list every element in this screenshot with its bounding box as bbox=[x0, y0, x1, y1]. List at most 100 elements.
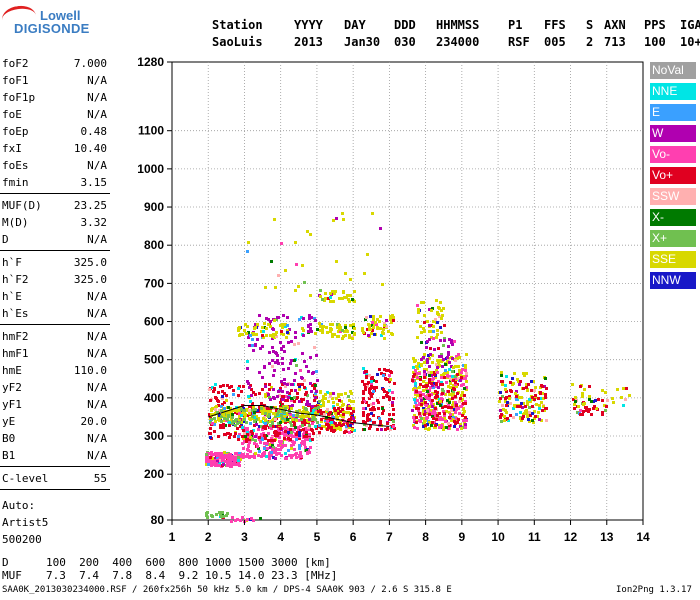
echo-point bbox=[422, 327, 425, 330]
echo-point bbox=[339, 326, 342, 329]
echo-point bbox=[216, 454, 219, 457]
echo-point bbox=[256, 445, 259, 448]
echo-point bbox=[322, 325, 325, 328]
echo-point bbox=[500, 371, 503, 374]
x-tick-label: 11 bbox=[528, 530, 541, 544]
echo-point bbox=[264, 422, 267, 425]
echo-point bbox=[291, 440, 294, 443]
echo-point bbox=[261, 453, 264, 456]
echo-point bbox=[522, 413, 525, 416]
echo-point bbox=[208, 413, 211, 416]
echo-point bbox=[271, 442, 274, 445]
echo-point bbox=[268, 351, 271, 354]
echo-point bbox=[251, 438, 254, 441]
echo-point bbox=[505, 396, 508, 399]
echo-point bbox=[298, 385, 301, 388]
echo-point bbox=[281, 409, 284, 412]
echo-point bbox=[369, 408, 372, 411]
y-tick-label: 1000 bbox=[137, 162, 164, 176]
echo-point bbox=[257, 428, 260, 431]
echo-point bbox=[275, 352, 278, 355]
echo-point bbox=[273, 369, 276, 372]
y-tick-label: 600 bbox=[144, 315, 164, 329]
echo-point bbox=[252, 406, 255, 409]
echo-point bbox=[457, 365, 460, 368]
echo-point bbox=[389, 428, 392, 431]
echo-point bbox=[520, 419, 523, 422]
echo-point bbox=[418, 412, 421, 415]
echo-point bbox=[324, 292, 327, 295]
echo-point bbox=[314, 418, 317, 421]
echo-point bbox=[245, 332, 248, 335]
y-tick-label: 400 bbox=[144, 391, 164, 405]
echo-point bbox=[234, 456, 237, 459]
echo-point bbox=[531, 419, 534, 422]
echo-point bbox=[463, 394, 466, 397]
parameter-row: MUF(D) 23.25 bbox=[2, 198, 107, 214]
echo-point bbox=[459, 397, 462, 400]
echo-point bbox=[283, 378, 286, 381]
echo-point bbox=[452, 401, 455, 404]
echo-point bbox=[450, 406, 453, 409]
echo-point bbox=[442, 390, 445, 393]
echo-point bbox=[294, 289, 297, 292]
echo-point bbox=[379, 227, 382, 230]
echo-point bbox=[436, 359, 439, 362]
echo-point bbox=[302, 428, 305, 431]
echo-point bbox=[526, 412, 529, 415]
echo-point bbox=[309, 323, 312, 326]
echo-point bbox=[232, 389, 235, 392]
echo-point bbox=[312, 416, 315, 419]
echo-point bbox=[448, 361, 451, 364]
echo-point bbox=[504, 384, 507, 387]
echo-point bbox=[299, 429, 302, 432]
echo-point bbox=[250, 517, 253, 520]
echo-point bbox=[350, 400, 353, 403]
echo-point bbox=[414, 393, 417, 396]
echo-point bbox=[301, 414, 304, 417]
echo-point bbox=[388, 380, 391, 383]
echo-point bbox=[419, 391, 422, 394]
echo-point bbox=[449, 386, 452, 389]
echo-point bbox=[306, 419, 309, 422]
echo-point bbox=[238, 433, 241, 436]
echo-point bbox=[458, 400, 461, 403]
echo-point bbox=[383, 322, 386, 325]
echo-point bbox=[425, 346, 428, 349]
echo-point bbox=[315, 370, 318, 373]
echo-point bbox=[439, 326, 442, 329]
echo-point bbox=[263, 454, 266, 457]
header-label: DAY bbox=[344, 18, 366, 32]
echo-point bbox=[443, 376, 446, 379]
echo-point bbox=[423, 376, 426, 379]
echo-point bbox=[244, 323, 247, 326]
echo-point bbox=[270, 386, 273, 389]
echo-point bbox=[344, 334, 347, 337]
echo-point bbox=[221, 455, 224, 458]
echo-point bbox=[271, 419, 274, 422]
echo-point bbox=[243, 329, 246, 332]
echo-point bbox=[444, 420, 447, 423]
echo-point bbox=[227, 415, 230, 418]
echo-point bbox=[436, 329, 439, 332]
echo-point bbox=[348, 421, 351, 424]
echo-point bbox=[449, 377, 452, 380]
echo-point bbox=[464, 377, 467, 380]
echo-point bbox=[413, 426, 416, 429]
header-label: HHMMSS bbox=[436, 18, 480, 32]
echo-point bbox=[330, 421, 333, 424]
echo-point bbox=[274, 425, 277, 428]
echo-point bbox=[576, 411, 579, 414]
echo-point bbox=[326, 428, 329, 431]
echo-point bbox=[275, 331, 278, 334]
echo-point bbox=[274, 361, 277, 364]
echo-point bbox=[279, 387, 282, 390]
echo-point bbox=[446, 399, 449, 402]
echo-point bbox=[541, 392, 544, 395]
echo-point bbox=[276, 359, 279, 362]
echo-point bbox=[290, 407, 293, 410]
echo-point bbox=[367, 334, 370, 337]
echo-point bbox=[284, 399, 287, 402]
echo-point bbox=[225, 514, 228, 517]
echo-point bbox=[211, 457, 214, 460]
